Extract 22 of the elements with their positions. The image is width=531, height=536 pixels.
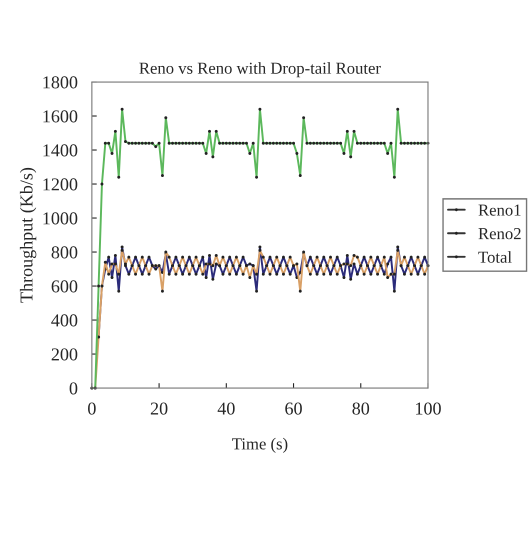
x-tick-label: 60 [285, 402, 302, 415]
y-tick-label: 1800 [43, 76, 78, 88]
chart-title: Reno vs Reno with Drop-tail Router [139, 62, 381, 78]
y-tick-label: 1600 [43, 110, 78, 122]
x-tick-label: 40 [218, 402, 235, 415]
x-tick-label: 20 [150, 402, 168, 415]
y-tick-label: 800 [52, 246, 78, 258]
x-axis-title: Time (s) [232, 438, 288, 453]
legend-label: Reno2 [478, 228, 521, 240]
y-axis-title: Throughput (Kb/s) [20, 168, 36, 303]
y-tick-label: 1400 [43, 144, 78, 156]
x-tick-label: 0 [88, 402, 96, 415]
x-tick-label: 80 [352, 402, 370, 415]
y-tick-label: 400 [51, 314, 78, 326]
y-tick-label: 600 [52, 280, 78, 292]
legend-label: Reno1 [478, 204, 521, 216]
y-tick-label: 1000 [43, 212, 78, 224]
y-tick-label: 0 [70, 382, 78, 395]
y-tick-label: 200 [52, 348, 78, 360]
legend-label: Total [478, 251, 512, 263]
y-tick-label: 1200 [43, 178, 78, 190]
x-tick-label: 100 [416, 402, 441, 415]
